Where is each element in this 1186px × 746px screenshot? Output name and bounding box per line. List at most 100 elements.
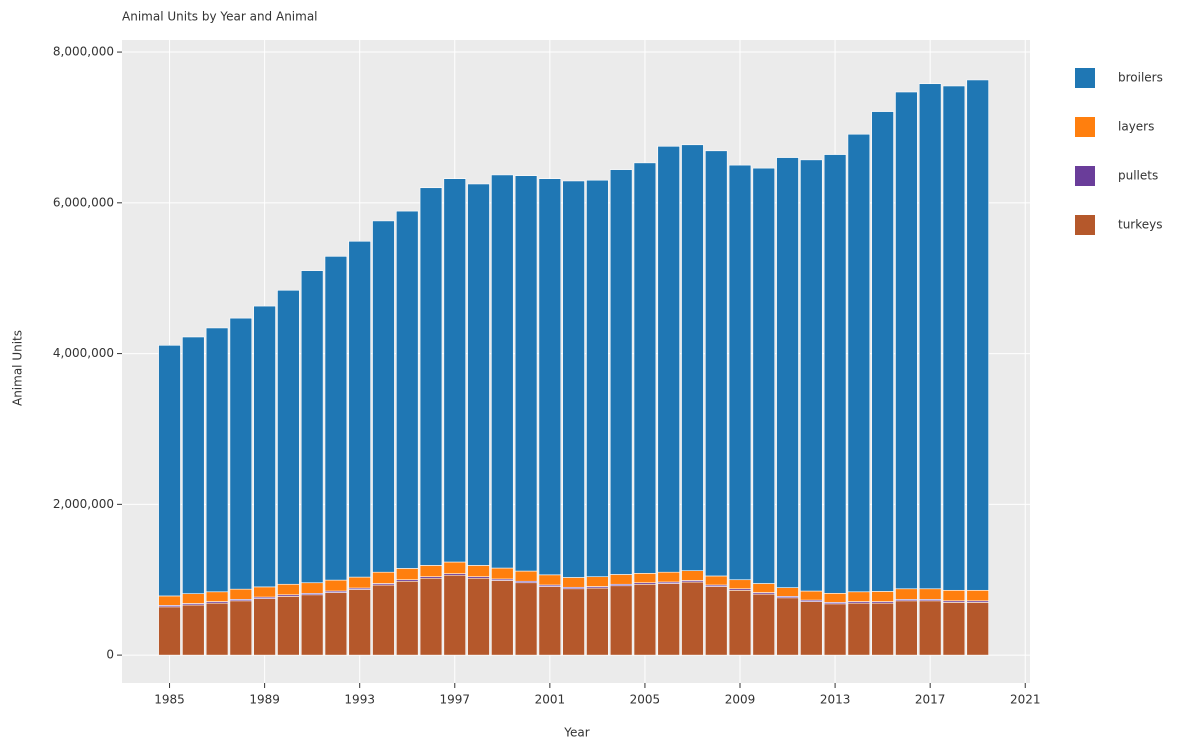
x-tick-label: 2005 bbox=[630, 693, 661, 707]
bar-segment bbox=[705, 586, 728, 656]
y-axis-label: Animal Units bbox=[11, 330, 25, 406]
bar-segment bbox=[966, 79, 989, 591]
bar-segment bbox=[348, 240, 371, 578]
bar-segment bbox=[728, 589, 752, 656]
bar-segment bbox=[800, 159, 823, 592]
bar-segment bbox=[205, 591, 229, 602]
bar-segment bbox=[895, 588, 918, 600]
bar-segment bbox=[776, 587, 799, 597]
bar-segment bbox=[800, 590, 823, 601]
bar-segment bbox=[776, 597, 799, 656]
bar-segment bbox=[253, 598, 276, 656]
bar-segment bbox=[158, 344, 181, 597]
bar-segment bbox=[752, 583, 776, 593]
bar-segment bbox=[182, 593, 205, 604]
bar-segment bbox=[158, 595, 181, 606]
bar-segment bbox=[705, 575, 728, 586]
legend-swatch bbox=[1075, 117, 1095, 137]
bar-segment bbox=[443, 178, 467, 563]
bar-segment bbox=[586, 576, 609, 587]
bar-segment bbox=[205, 602, 229, 656]
x-tick-label: 2001 bbox=[535, 693, 566, 707]
bar-segment bbox=[182, 336, 205, 594]
bar-segment bbox=[823, 154, 847, 594]
bar-segment bbox=[324, 256, 348, 581]
bar-segment bbox=[847, 133, 871, 593]
bar-segment bbox=[847, 602, 871, 656]
bar-segment bbox=[871, 602, 894, 656]
bar-segment bbox=[562, 588, 585, 656]
bar-segment bbox=[609, 585, 633, 656]
bar-segment bbox=[372, 220, 395, 573]
bar-segment bbox=[253, 305, 276, 588]
bar-segment bbox=[752, 167, 776, 584]
bar-segment bbox=[609, 169, 633, 575]
bar-segment bbox=[918, 600, 942, 656]
x-axis-label: Year bbox=[563, 726, 589, 740]
legend-label: broilers bbox=[1118, 71, 1163, 85]
bar-segment bbox=[443, 561, 467, 574]
bar-segment bbox=[657, 583, 680, 656]
bar-segment bbox=[491, 580, 514, 656]
bar-segment bbox=[229, 317, 253, 590]
x-tick-label: 1993 bbox=[344, 693, 375, 707]
x-tick-label: 1997 bbox=[440, 693, 471, 707]
bar-segment bbox=[871, 111, 894, 592]
bar-segment bbox=[419, 577, 443, 656]
bar-segment bbox=[562, 180, 585, 578]
bar-segment bbox=[419, 187, 443, 566]
bar-segment bbox=[895, 600, 918, 656]
bar-segment bbox=[538, 178, 562, 576]
bar-segment bbox=[847, 591, 871, 602]
legend-label: turkeys bbox=[1118, 218, 1163, 232]
y-tick-label: 0 bbox=[106, 648, 114, 662]
bar-segment bbox=[514, 582, 538, 656]
legend-label: pullets bbox=[1118, 169, 1158, 183]
x-tick-label: 2017 bbox=[915, 693, 946, 707]
bar-segment bbox=[467, 565, 490, 578]
bar-segment bbox=[182, 604, 205, 656]
bar-segment bbox=[586, 587, 609, 656]
y-tick-label: 8,000,000 bbox=[53, 45, 114, 59]
bar-segment bbox=[633, 162, 657, 574]
bar-segment bbox=[300, 594, 324, 656]
bar-segment bbox=[443, 574, 467, 656]
bar-segment bbox=[396, 210, 419, 569]
bar-segment bbox=[966, 602, 989, 656]
bar-segment bbox=[324, 592, 348, 656]
bar-segment bbox=[586, 179, 609, 578]
bar-segment bbox=[538, 586, 562, 656]
bar-segment bbox=[372, 584, 395, 656]
legend-label: layers bbox=[1118, 120, 1154, 134]
bar-segment bbox=[633, 583, 657, 656]
bar-segment bbox=[895, 91, 918, 590]
y-tick-label: 2,000,000 bbox=[53, 497, 114, 511]
bar-segment bbox=[823, 603, 847, 656]
bar-segment bbox=[942, 589, 966, 602]
bar-segment bbox=[705, 150, 728, 577]
bar-segment bbox=[467, 183, 490, 566]
legend-swatch bbox=[1075, 166, 1095, 186]
bar-segment bbox=[158, 606, 181, 656]
bar-segment bbox=[657, 571, 680, 583]
bar-segment bbox=[681, 144, 704, 571]
bar-segment bbox=[657, 145, 680, 573]
bar-segment bbox=[776, 157, 799, 588]
bar-segment bbox=[229, 588, 253, 600]
bar-segment bbox=[681, 581, 704, 656]
bar-segment bbox=[205, 327, 229, 593]
bar-segment bbox=[253, 586, 276, 598]
bar-segment bbox=[491, 567, 514, 580]
bar-segment bbox=[823, 592, 847, 603]
bar-segment bbox=[633, 573, 657, 584]
bar-segment bbox=[966, 589, 989, 602]
bar-segment bbox=[277, 596, 300, 656]
bar-segment bbox=[419, 565, 443, 578]
bar-segment bbox=[871, 591, 894, 602]
x-tick-label: 2013 bbox=[820, 693, 851, 707]
bar-segment bbox=[396, 568, 419, 581]
bar-segment bbox=[681, 570, 704, 581]
bar-segment bbox=[348, 589, 371, 656]
bar-segment bbox=[396, 580, 419, 656]
